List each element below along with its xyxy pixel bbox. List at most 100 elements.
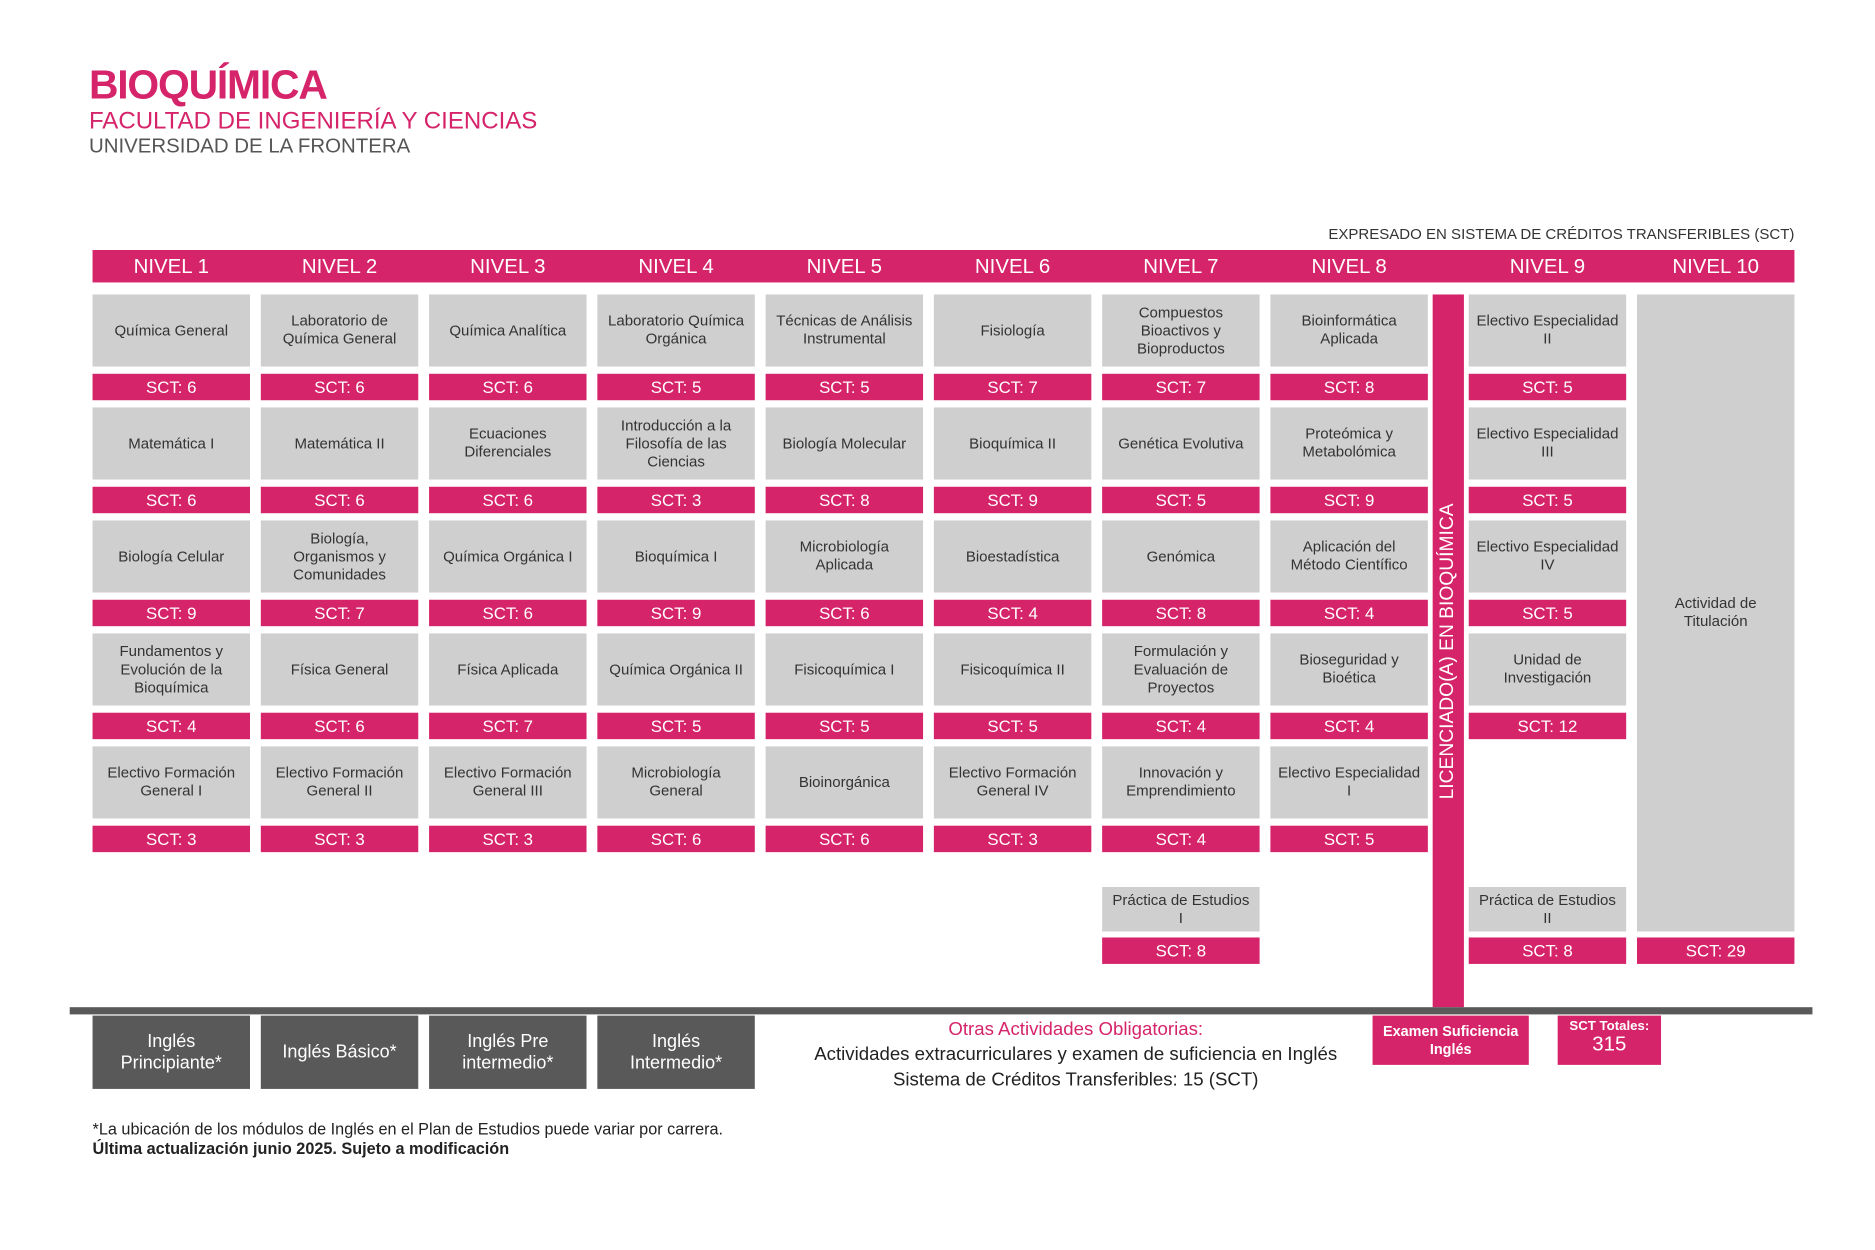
course-credits: SCT: 4 (92, 712, 250, 740)
course-credits: SCT: 6 (765, 599, 924, 627)
degree-bar: LICENCIADO(A) EN BIOQUÍMICA (1432, 294, 1464, 1008)
course-credits: SCT: 4 (933, 599, 1092, 627)
course-box: Bioestadística (933, 520, 1092, 593)
course-credits: SCT: 3 (429, 825, 587, 853)
course-box: Proteómica y Metabolómica (1270, 407, 1428, 480)
course-box: Bioseguridad y Bioética (1270, 633, 1428, 706)
course-box: Matemática I (92, 407, 250, 480)
course-credits: SCT: 6 (260, 486, 419, 514)
course-credits: SCT: 3 (260, 825, 419, 853)
course-box: Ecuaciones Diferenciales (429, 407, 587, 480)
footer-note: *La ubicación de los módulos de Inglés e… (92, 1120, 724, 1139)
page-title: BIOQUÍMICA (88, 62, 328, 109)
course-box: Electivo Especialidad II (1468, 294, 1627, 367)
course-credits: SCT: 7 (933, 373, 1092, 401)
course-credits: SCT: 4 (1102, 712, 1260, 740)
other-activities-title: Otras Actividades Obligatorias: (948, 1019, 1204, 1040)
english-module-label: Inglés Intermedio* (629, 1030, 723, 1073)
course-credits: SCT: 5 (597, 373, 755, 401)
course-credits: SCT: 9 (92, 599, 250, 627)
course-credits: SCT: 7 (260, 599, 419, 627)
course-box: Fundamentos y Evolución de la Bioquímica (92, 633, 250, 706)
practice-box: Práctica de Estudios II (1468, 887, 1627, 932)
course-credits: SCT: 6 (92, 486, 250, 514)
course-credits: SCT: 5 (1468, 599, 1627, 627)
course-credits: SCT: 6 (429, 486, 587, 514)
level-header: NIVEL 1 (133, 254, 209, 278)
course-credits: SCT: 3 (597, 486, 755, 514)
course-credits: SCT: 7 (429, 712, 587, 740)
course-box: Introducción a la Filosofía de las Cienc… (597, 407, 755, 480)
course-credits: SCT: 6 (260, 712, 419, 740)
course-box: Biología Celular (92, 520, 250, 593)
course-box: Química Orgánica I (429, 520, 587, 593)
divider-line (69, 1007, 1813, 1015)
course-box: Aplicación del Método Científico (1270, 520, 1428, 593)
course-credits: SCT: 5 (597, 712, 755, 740)
course-box: Electivo Especialidad I (1270, 746, 1428, 819)
practice-box: Práctica de Estudios I (1102, 887, 1260, 932)
course-credits: SCT: 3 (933, 825, 1092, 853)
course-credits: SCT: 8 (1102, 599, 1260, 627)
english-module-label: Inglés Pre intermedio* (462, 1030, 554, 1073)
course-credits: SCT: 8 (1270, 373, 1428, 401)
course-credits: SCT: 5 (1102, 486, 1260, 514)
course-box: Formulación y Evaluación de Proyectos (1102, 633, 1260, 706)
course-box: Fisicoquímica I (765, 633, 924, 706)
course-box: Electivo Especialidad IV (1468, 520, 1627, 593)
footer-updated: Última actualización junio 2025. Sujeto … (92, 1139, 510, 1158)
english-module-box: Inglés Básico* (260, 1015, 419, 1089)
course-box: Física Aplicada (429, 633, 587, 706)
course-credits: SCT: 3 (92, 825, 250, 853)
course-credits: SCT: 9 (597, 599, 755, 627)
course-box: Compuestos Bioactivos y Bioproductos (1102, 294, 1260, 367)
course-box: Microbiología Aplicada (765, 520, 924, 593)
course-box: Técnicas de Análisis Instrumental (765, 294, 924, 367)
course-credits: SCT: 4 (1102, 825, 1260, 853)
level-header: NIVEL 7 (1143, 254, 1219, 278)
course-box: Genética Evolutiva (1102, 407, 1260, 480)
course-box: Genómica (1102, 520, 1260, 593)
course-credits: SCT: 6 (429, 599, 587, 627)
course-box: Electivo Formación General III (429, 746, 587, 819)
degree-label: LICENCIADO(A) EN BIOQUÍMICA (1437, 502, 1458, 799)
course-credits: SCT: 6 (260, 373, 419, 401)
level-header: NIVEL 10 (1672, 254, 1760, 278)
course-credits: SCT: 6 (765, 825, 924, 853)
course-box: Fisicoquímica II (933, 633, 1092, 706)
course-credits: SCT: 7 (1102, 373, 1260, 401)
course-credits: SCT: 4 (1270, 712, 1428, 740)
course-box: Biología, Organismos y Comunidades (260, 520, 419, 593)
thesis-box: Actividad de Titulación (1636, 294, 1795, 932)
course-box: Bioinorgánica (765, 746, 924, 819)
level-header: NIVEL 9 (1509, 254, 1586, 278)
total-credits-value: 315 (1592, 1032, 1627, 1056)
english-module-label: Inglés Básico* (282, 1041, 397, 1062)
practice-credits: SCT: 8 (1468, 937, 1627, 964)
course-box: Laboratorio de Química General (260, 294, 419, 367)
course-box: Química Orgánica II (597, 633, 755, 706)
other-activities: Otras Actividades Obligatorias: Activida… (769, 1017, 1382, 1093)
course-credits: SCT: 4 (1270, 599, 1428, 627)
course-box: Química Analítica (429, 294, 587, 367)
level-header: NIVEL 2 (301, 254, 378, 278)
english-module-label: Inglés Principiante* (120, 1030, 222, 1073)
english-module-box: Inglés Pre intermedio* (429, 1015, 587, 1089)
level-header: NIVEL 6 (974, 254, 1051, 278)
course-credits: SCT: 8 (765, 486, 924, 514)
faculty-name: FACULTAD DE INGENIERÍA Y CIENCIAS (88, 108, 538, 135)
total-credits-box: SCT Totales: 315 (1557, 1015, 1662, 1065)
course-credits: SCT: 5 (765, 712, 924, 740)
other-activities-line2: Sistema de Créditos Transferibles: 15 (S… (892, 1069, 1259, 1091)
course-credits: SCT: 6 (92, 373, 250, 401)
course-box: Innovación y Emprendimiento (1102, 746, 1260, 819)
university-name: UNIVERSIDAD DE LA FRONTERA (88, 134, 411, 158)
course-credits: SCT: 12 (1468, 712, 1627, 740)
credits-note: EXPRESADO EN SISTEMA DE CRÉDITOS TRANSFE… (1328, 225, 1795, 243)
english-exam-box: Examen Suficiencia Inglés (1372, 1015, 1529, 1065)
total-credits-label: SCT Totales: (1569, 1019, 1650, 1034)
course-credits: SCT: 5 (765, 373, 924, 401)
course-credits: SCT: 6 (597, 825, 755, 853)
course-credits: SCT: 6 (429, 373, 587, 401)
